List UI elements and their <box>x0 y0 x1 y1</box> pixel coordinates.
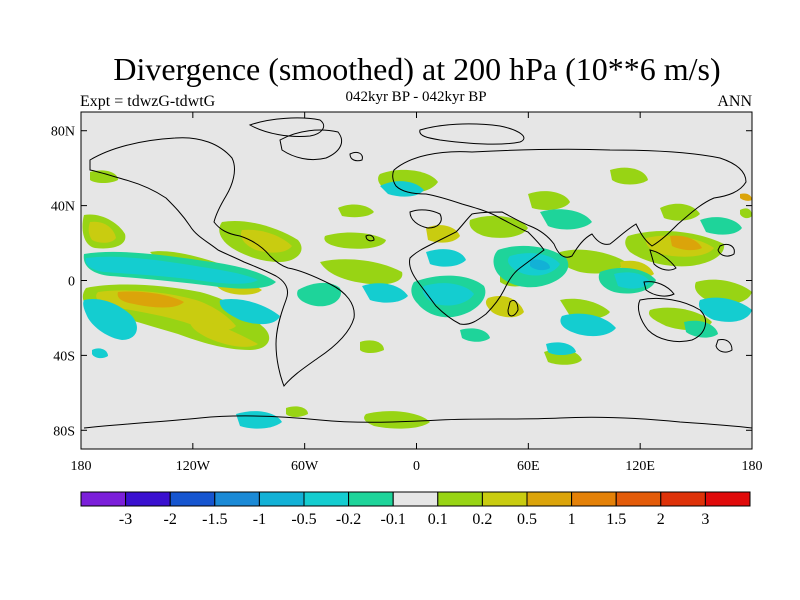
lat-tick-label: 80N <box>51 125 75 140</box>
colorbar-label: 0.5 <box>517 511 537 528</box>
colorbar-swatch <box>214 491 260 507</box>
lat-tick-label: 40N <box>51 200 75 215</box>
lat-tick-label: 80S <box>53 424 75 439</box>
season-label: ANN <box>717 93 752 110</box>
colorbar-label: 0.2 <box>472 511 492 528</box>
lon-tick-label: 120W <box>176 459 211 474</box>
colorbar-swatch <box>526 491 573 507</box>
lon-tick-label: 180 <box>71 459 92 474</box>
colorbar-swatch <box>660 491 706 507</box>
plot-subtitle: 042kyr BP - 042kyr BP <box>345 89 487 105</box>
lat-tick-label: 0 <box>68 275 75 290</box>
lon-tick-label: 0 <box>413 459 420 474</box>
colorbar-swatch <box>303 491 350 507</box>
colorbar-swatch <box>437 491 483 507</box>
colorbar-swatch <box>348 491 394 507</box>
colorbar-label: -1.5 <box>202 511 227 528</box>
colorbar-label: 1 <box>568 511 576 528</box>
colorbar-swatch <box>125 491 171 507</box>
colorbar-label: 3 <box>701 511 709 528</box>
colorbar-label: -3 <box>119 511 132 528</box>
colorbar-label: -0.2 <box>336 511 361 528</box>
colorbar-label: -2 <box>164 511 177 528</box>
experiment-label: Expt = tdwzG-tdwtG <box>80 93 216 110</box>
lat-tick-label: 40S <box>53 349 75 364</box>
colorbar-label: -0.5 <box>291 511 316 528</box>
lon-tick-label: 120E <box>625 459 655 474</box>
plot-title: Divergence (smoothed) at 200 hPa (10**6 … <box>113 51 721 87</box>
colorbar-swatch <box>571 491 617 507</box>
latitude-axis: 80N 40N 0 40S 80S <box>51 125 752 439</box>
lon-tick-label: 60W <box>291 459 319 474</box>
lon-tick-label: 180 <box>742 459 763 474</box>
colorbar-swatch <box>615 491 662 507</box>
colorbar-label: 1.5 <box>606 511 626 528</box>
colorbar: -3 -2 -1.5 -1 -0.5 -0.2 -0.1 0.1 0.2 0.5 1 1.5 2 3 <box>80 491 751 528</box>
negative-contours <box>83 181 752 429</box>
colorbar-swatch <box>481 491 528 507</box>
colorbar-label: -1 <box>253 511 266 528</box>
coastlines <box>83 117 752 429</box>
colorbar-swatch <box>169 491 216 507</box>
lon-tick-label: 60E <box>517 459 540 474</box>
longitude-axis: 180 120W 60W 0 60E 120E 180 <box>71 112 763 474</box>
colorbar-label: 2 <box>657 511 665 528</box>
colorbar-swatch <box>392 491 439 507</box>
colorbar-swatch <box>258 491 305 507</box>
colorbar-swatch <box>80 491 127 507</box>
colorbar-label: -0.1 <box>381 511 406 528</box>
colorbar-swatch <box>704 491 751 507</box>
colorbar-label: 0.1 <box>428 511 448 528</box>
